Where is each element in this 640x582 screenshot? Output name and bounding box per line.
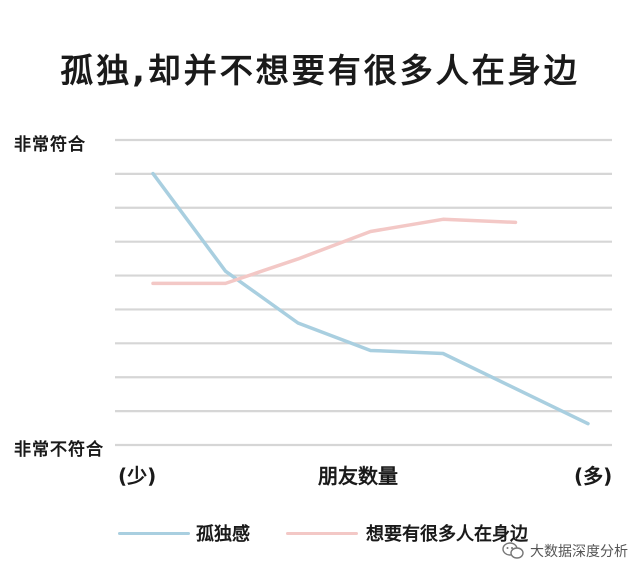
legend-label-want-people: 想要有很多人在身边 bbox=[366, 524, 528, 545]
chart-title: 孤独,却并不想要有很多人在身边 bbox=[60, 51, 580, 90]
legend-swatch-want-people bbox=[286, 532, 358, 535]
legend-swatch-loneliness bbox=[118, 532, 190, 535]
watermark: 大数据深度分析 bbox=[502, 541, 628, 561]
wechat-icon bbox=[502, 542, 524, 560]
series-line-loneliness bbox=[151, 171, 590, 426]
y-axis-top-label: 非常符合 bbox=[14, 135, 86, 155]
legend: 孤独感 想要有很多人在身边 bbox=[0, 518, 640, 548]
y-axis-bottom-label: 非常不符合 bbox=[14, 440, 104, 460]
watermark-text: 大数据深度分析 bbox=[530, 544, 628, 560]
series-line-want-people bbox=[151, 217, 518, 286]
x-axis-min-label: (少) bbox=[118, 464, 157, 488]
legend-label-loneliness: 孤独感 bbox=[196, 524, 250, 545]
x-axis-label: 朋友数量 bbox=[318, 464, 398, 488]
x-axis-max-label: (多) bbox=[574, 464, 613, 488]
